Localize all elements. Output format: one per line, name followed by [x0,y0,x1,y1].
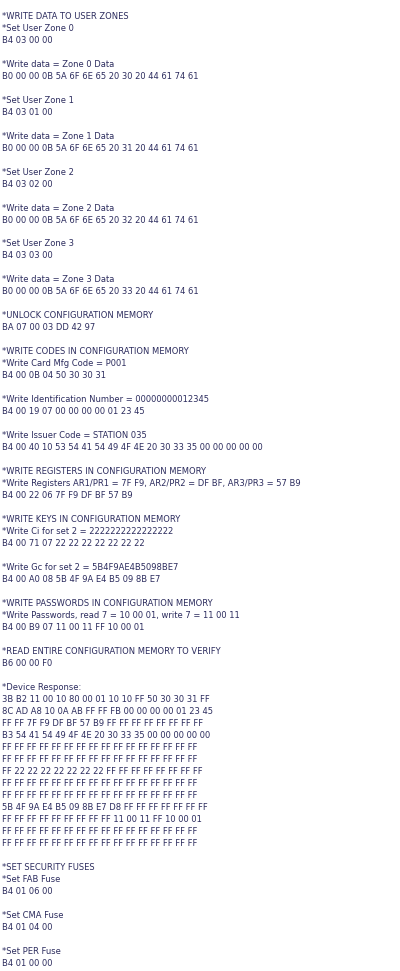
Text: *Write data = Zone 0 Data: *Write data = Zone 0 Data [2,59,114,69]
Text: *Write data = Zone 1 Data: *Write data = Zone 1 Data [2,131,114,141]
Text: *Set User Zone 0: *Set User Zone 0 [2,23,74,33]
Text: *Set PER Fuse: *Set PER Fuse [2,947,61,956]
Text: *Write Passwords, read 7 = 10 00 01, write 7 = 11 00 11: *Write Passwords, read 7 = 10 00 01, wri… [2,612,240,620]
Text: FF FF FF FF FF FF FF FF FF FF FF FF FF FF FF FF: FF FF FF FF FF FF FF FF FF FF FF FF FF F… [2,779,197,788]
Text: B4 01 00 00: B4 01 00 00 [2,959,52,968]
Text: *Device Response:: *Device Response: [2,684,81,692]
Text: *WRITE KEYS IN CONFIGURATION MEMORY: *WRITE KEYS IN CONFIGURATION MEMORY [2,516,180,524]
Text: B4 00 A0 08 5B 4F 9A E4 B5 09 8B E7: B4 00 A0 08 5B 4F 9A E4 B5 09 8B E7 [2,575,160,585]
Text: B0 00 00 0B 5A 6F 6E 65 20 31 20 44 61 74 61: B0 00 00 0B 5A 6F 6E 65 20 31 20 44 61 7… [2,144,198,152]
Text: *Write Registers AR1/PR1 = 7F F9, AR2/PR2 = DF BF, AR3/PR3 = 57 B9: *Write Registers AR1/PR1 = 7F F9, AR2/PR… [2,480,301,488]
Text: *WRITE DATA TO USER ZONES: *WRITE DATA TO USER ZONES [2,12,129,20]
Text: 3B B2 11 00 10 80 00 01 10 10 FF 50 30 30 31 FF: 3B B2 11 00 10 80 00 01 10 10 FF 50 30 3… [2,695,210,704]
Text: 8C AD A8 10 0A AB FF FF FB 00 00 00 00 01 23 45: 8C AD A8 10 0A AB FF FF FB 00 00 00 00 0… [2,707,213,717]
Text: *Write Card Mfg Code = P001: *Write Card Mfg Code = P001 [2,359,126,368]
Text: FF 22 22 22 22 22 22 22 FF FF FF FF FF FF FF FF: FF 22 22 22 22 22 22 22 FF FF FF FF FF F… [2,767,203,776]
Text: B0 00 00 0B 5A 6F 6E 65 20 32 20 44 61 74 61: B0 00 00 0B 5A 6F 6E 65 20 32 20 44 61 7… [2,216,198,224]
Text: B4 03 02 00: B4 03 02 00 [2,180,53,188]
Text: *Write Issuer Code = STATION 035: *Write Issuer Code = STATION 035 [2,431,147,441]
Text: 5B 4F 9A E4 B5 09 8B E7 D8 FF FF FF FF FF FF FF: 5B 4F 9A E4 B5 09 8B E7 D8 FF FF FF FF F… [2,803,208,812]
Text: B4 01 06 00: B4 01 06 00 [2,887,53,896]
Text: FF FF FF FF FF FF FF FF FF FF FF FF FF FF FF FF: FF FF FF FF FF FF FF FF FF FF FF FF FF F… [2,791,197,800]
Text: B4 03 00 00: B4 03 00 00 [2,36,53,45]
Text: *Write Identification Number = 00000000012345: *Write Identification Number = 000000000… [2,395,209,404]
Text: *Set User Zone 3: *Set User Zone 3 [2,240,74,249]
Text: *Set User Zone 2: *Set User Zone 2 [2,168,74,177]
Text: BA 07 00 03 DD 42 97: BA 07 00 03 DD 42 97 [2,323,95,332]
Text: B4 00 71 07 22 22 22 22 22 22 22: B4 00 71 07 22 22 22 22 22 22 22 [2,539,145,549]
Text: B4 01 04 00: B4 01 04 00 [2,923,52,932]
Text: FF FF 7F F9 DF BF 57 B9 FF FF FF FF FF FF FF FF: FF FF 7F F9 DF BF 57 B9 FF FF FF FF FF F… [2,720,203,728]
Text: *SET SECURITY FUSES: *SET SECURITY FUSES [2,863,95,872]
Text: *Set User Zone 1: *Set User Zone 1 [2,95,74,105]
Text: FF FF FF FF FF FF FF FF FF FF FF FF FF FF FF FF: FF FF FF FF FF FF FF FF FF FF FF FF FF F… [2,755,197,764]
Text: FF FF FF FF FF FF FF FF FF FF FF FF FF FF FF FF: FF FF FF FF FF FF FF FF FF FF FF FF FF F… [2,743,197,753]
Text: *Write Gc for set 2 = 5B4F9AE4B5098BE7: *Write Gc for set 2 = 5B4F9AE4B5098BE7 [2,563,178,572]
Text: B3 54 41 54 49 4F 4E 20 30 33 35 00 00 00 00 00: B3 54 41 54 49 4F 4E 20 30 33 35 00 00 0… [2,731,210,740]
Text: *WRITE REGISTERS IN CONFIGURATION MEMORY: *WRITE REGISTERS IN CONFIGURATION MEMORY [2,467,206,477]
Text: *Write data = Zone 2 Data: *Write data = Zone 2 Data [2,204,114,213]
Text: B4 03 01 00: B4 03 01 00 [2,108,53,117]
Text: *WRITE PASSWORDS IN CONFIGURATION MEMORY: *WRITE PASSWORDS IN CONFIGURATION MEMORY [2,599,213,608]
Text: FF FF FF FF FF FF FF FF FF 11 00 11 FF 10 00 01: FF FF FF FF FF FF FF FF FF 11 00 11 FF 1… [2,815,202,824]
Text: B4 03 03 00: B4 03 03 00 [2,251,53,260]
Text: FF FF FF FF FF FF FF FF FF FF FF FF FF FF FF FF: FF FF FF FF FF FF FF FF FF FF FF FF FF F… [2,827,197,836]
Text: B0 00 00 0B 5A 6F 6E 65 20 30 20 44 61 74 61: B0 00 00 0B 5A 6F 6E 65 20 30 20 44 61 7… [2,72,198,81]
Text: B0 00 00 0B 5A 6F 6E 65 20 33 20 44 61 74 61: B0 00 00 0B 5A 6F 6E 65 20 33 20 44 61 7… [2,287,199,296]
Text: *Set CMA Fuse: *Set CMA Fuse [2,911,64,921]
Text: FF FF FF FF FF FF FF FF FF FF FF FF FF FF FF FF: FF FF FF FF FF FF FF FF FF FF FF FF FF F… [2,839,197,848]
Text: B4 00 0B 04 50 30 30 31: B4 00 0B 04 50 30 30 31 [2,372,106,381]
Text: B4 00 B9 07 11 00 11 FF 10 00 01: B4 00 B9 07 11 00 11 FF 10 00 01 [2,623,144,632]
Text: *UNLOCK CONFIGURATION MEMORY: *UNLOCK CONFIGURATION MEMORY [2,312,153,320]
Text: *READ ENTIRE CONFIGURATION MEMORY TO VERIFY: *READ ENTIRE CONFIGURATION MEMORY TO VER… [2,648,221,656]
Text: B4 00 40 10 53 54 41 54 49 4F 4E 20 30 33 35 00 00 00 00 00: B4 00 40 10 53 54 41 54 49 4F 4E 20 30 3… [2,444,263,452]
Text: B4 00 19 07 00 00 00 00 01 23 45: B4 00 19 07 00 00 00 00 01 23 45 [2,408,145,417]
Text: B6 00 00 F0: B6 00 00 F0 [2,659,52,668]
Text: *WRITE CODES IN CONFIGURATION MEMORY: *WRITE CODES IN CONFIGURATION MEMORY [2,348,189,356]
Text: B4 00 22 06 7F F9 DF BF 57 B9: B4 00 22 06 7F F9 DF BF 57 B9 [2,491,133,500]
Text: *Set FAB Fuse: *Set FAB Fuse [2,875,60,884]
Text: *Write data = Zone 3 Data: *Write data = Zone 3 Data [2,276,114,285]
Text: *Write Ci for set 2 = 2222222222222222: *Write Ci for set 2 = 2222222222222222 [2,527,173,536]
